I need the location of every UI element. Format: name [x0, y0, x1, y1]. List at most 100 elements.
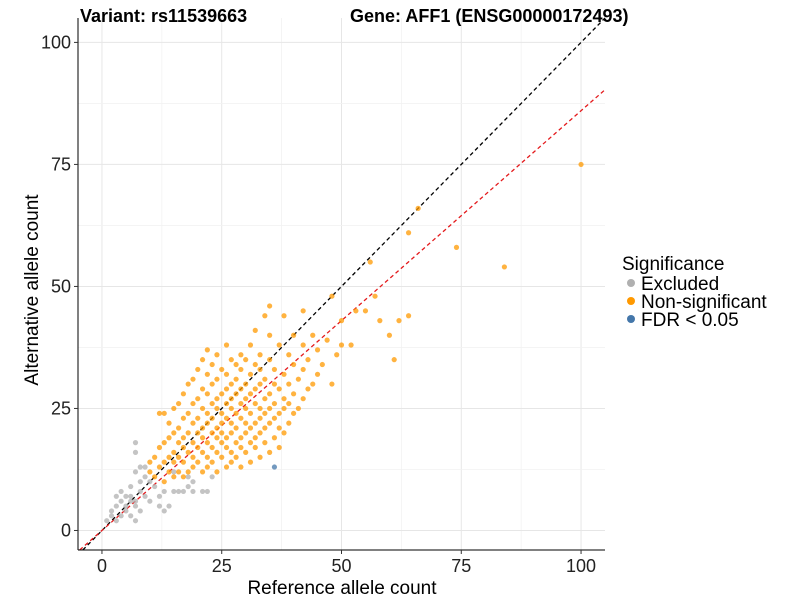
point-non-significant: [219, 454, 225, 460]
point-non-significant: [295, 405, 301, 412]
point-non-significant: [204, 420, 210, 426]
point-non-significant: [204, 440, 210, 446]
point-non-significant: [290, 332, 297, 338]
legend-item-fdr: FDR < 0.05: [627, 310, 739, 331]
point-non-significant: [147, 459, 153, 465]
point-non-significant: [286, 420, 292, 426]
point-non-significant: [238, 415, 244, 421]
point-excluded: [180, 488, 186, 495]
point-non-significant: [391, 357, 397, 363]
point-non-significant: [190, 454, 196, 460]
point-non-significant: [243, 381, 249, 387]
point-non-significant: [195, 415, 201, 421]
point-non-significant: [190, 376, 196, 382]
point-non-significant: [295, 376, 301, 382]
point-excluded: [209, 474, 215, 480]
point-excluded: [137, 464, 143, 470]
point-non-significant: [209, 361, 215, 368]
point-non-significant: [276, 444, 282, 451]
point-non-significant: [219, 430, 225, 436]
point-non-significant: [209, 381, 215, 387]
point-excluded: [118, 513, 124, 519]
legend-item-non-significant: Non-significant: [627, 292, 767, 313]
point-non-significant: [180, 435, 186, 441]
legend-item-excluded: Excluded: [627, 274, 719, 295]
point-non-significant: [243, 396, 249, 402]
legend-swatch-fdr: [627, 315, 635, 323]
point-non-significant: [195, 459, 201, 465]
point-non-significant: [247, 342, 254, 348]
point-non-significant: [267, 332, 273, 338]
point-non-significant: [156, 410, 163, 416]
point-non-significant: [223, 415, 230, 421]
point-non-significant: [329, 293, 335, 299]
point-non-significant: [209, 459, 215, 465]
y-tick-label: 0: [61, 520, 71, 540]
chart-title-gene: Gene: AFF1 (ENSG00000172493): [350, 6, 628, 26]
point-non-significant: [228, 357, 234, 363]
legend-label-non-significant: Non-significant: [641, 292, 767, 313]
point-non-significant: [305, 386, 311, 392]
point-non-significant: [348, 342, 354, 348]
point-non-significant: [233, 410, 239, 416]
point-excluded: [190, 488, 196, 495]
point-excluded: [104, 518, 110, 524]
x-tick-label: 100: [566, 556, 596, 576]
point-non-significant: [152, 454, 158, 460]
point-non-significant: [228, 381, 234, 387]
point-non-significant: [204, 454, 210, 460]
point-non-significant: [334, 352, 340, 358]
point-non-significant: [214, 435, 220, 441]
point-non-significant: [214, 425, 220, 431]
point-non-significant: [204, 391, 210, 397]
point-non-significant: [281, 313, 287, 319]
point-non-significant: [204, 371, 210, 377]
point-non-significant: [209, 415, 215, 421]
point-non-significant: [171, 430, 177, 436]
point-non-significant: [276, 386, 282, 392]
point-non-significant: [281, 396, 287, 402]
point-non-significant: [161, 479, 167, 485]
point-non-significant: [180, 444, 186, 451]
point-non-significant: [252, 444, 258, 451]
point-non-significant: [161, 410, 167, 416]
point-non-significant: [238, 435, 244, 441]
point-non-significant: [300, 396, 306, 402]
point-excluded: [108, 513, 115, 519]
point-non-significant: [271, 381, 278, 387]
point-non-significant: [238, 386, 244, 392]
point-non-significant: [223, 464, 230, 470]
point-non-significant: [405, 230, 412, 236]
x-tick-label: 75: [451, 556, 471, 576]
point-excluded: [113, 503, 119, 509]
point-non-significant: [176, 440, 182, 446]
point-non-significant: [252, 420, 258, 426]
point-excluded: [171, 469, 177, 475]
point-non-significant: [310, 332, 316, 338]
point-non-significant: [214, 405, 220, 412]
point-excluded: [190, 479, 196, 485]
reference-line-1: [82, 17, 606, 551]
point-excluded: [147, 479, 153, 485]
point-non-significant: [362, 308, 369, 314]
point-non-significant: [185, 430, 191, 436]
point-non-significant: [329, 381, 335, 387]
point-non-significant: [223, 435, 230, 441]
point-non-significant: [276, 425, 282, 431]
point-non-significant: [214, 376, 220, 382]
point-non-significant: [204, 347, 210, 353]
point-non-significant: [219, 366, 225, 373]
point-non-significant: [185, 449, 191, 455]
point-non-significant: [238, 464, 244, 470]
point-excluded: [132, 449, 139, 455]
point-non-significant: [195, 430, 201, 436]
point-non-significant: [238, 366, 244, 373]
point-excluded: [156, 493, 163, 499]
point-non-significant: [152, 474, 158, 480]
legend-label-fdr: FDR < 0.05: [641, 310, 739, 331]
point-excluded: [123, 503, 129, 509]
point-non-significant: [300, 366, 306, 373]
reference-lines: [79, 17, 606, 551]
point-excluded: [142, 464, 148, 470]
chart-title-variant: Variant: rs11539663: [80, 6, 247, 26]
